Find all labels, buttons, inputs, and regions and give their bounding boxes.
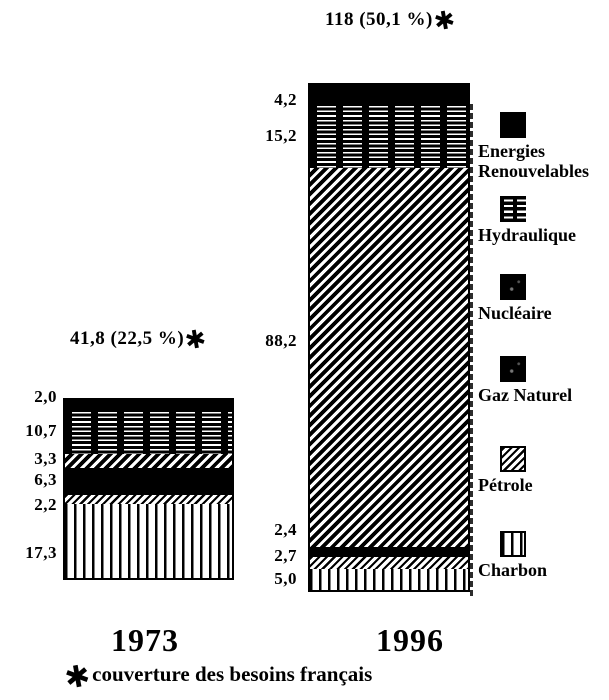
- legend-label-line: Nucléaire: [478, 303, 552, 323]
- total-annotation-1996: 118 (50,1 %)✱: [325, 4, 458, 37]
- legend-item-nucl-aire: Nucléaire: [478, 274, 606, 323]
- value-label-1973-5: 17,3: [25, 543, 57, 562]
- footnote-star-icon: ✱: [431, 4, 458, 37]
- legend-label-line: Hydraulique: [478, 225, 577, 245]
- total-annotation-1973: 41,8 (22,5 %)✱: [70, 323, 209, 355]
- value-label-1973-0: 2,0: [34, 387, 57, 406]
- legend-label-line: Gaz Naturel: [478, 385, 573, 405]
- legend-swatch-icon: [500, 274, 526, 300]
- category-label-1996: 1996: [376, 622, 444, 658]
- value-label-1996-1: 15,2: [265, 126, 297, 145]
- legend-label: Nucléaire: [478, 303, 606, 323]
- scan-dashed-line-artifact: [470, 104, 473, 596]
- footnote-text: couverture des besoins français: [92, 662, 373, 686]
- legend-label: Charbon: [478, 560, 606, 580]
- value-label-1996-0: 4,2: [274, 90, 297, 109]
- value-label-1973-3: 6,3: [34, 470, 57, 489]
- legend-label-line: Charbon: [478, 560, 548, 580]
- bar-segment-nucl-aire: [65, 454, 232, 469]
- legend-swatch-icon: [500, 112, 526, 138]
- bar-segment-energies-renouvelables: [310, 85, 468, 104]
- value-label-1996-2: 88,2: [265, 331, 297, 350]
- stacked-bar-1973: [63, 398, 234, 580]
- bar-segment-gaz-naturel: [65, 468, 232, 495]
- legend-item-gaz-naturel: Gaz Naturel: [478, 356, 606, 405]
- legend-label: Gaz Naturel: [478, 385, 606, 405]
- bar-segment-p-trole: [310, 556, 468, 569]
- bar-segment-energies-renouvelables: [65, 400, 232, 409]
- value-label-1996-3: 2,4: [274, 520, 297, 539]
- bar-segment-gaz-naturel: [310, 546, 468, 557]
- legend-label: Pétrole: [478, 475, 606, 495]
- legend-label: Hydraulique: [478, 225, 606, 245]
- category-label-1973: 1973: [111, 622, 179, 658]
- legend-item-p-trole: Pétrole: [478, 446, 606, 495]
- legend-item-charbon: Charbon: [478, 531, 606, 580]
- bar-segment-hydraulique: [65, 408, 232, 455]
- value-label-1973-2: 3,3: [34, 449, 57, 468]
- value-label-1996-4: 2,7: [274, 546, 297, 565]
- total-annotation-1973-text: 41,8 (22,5 %): [70, 328, 185, 349]
- value-label-1996-5: 5,0: [274, 569, 297, 588]
- value-label-1973-4: 2,2: [34, 495, 57, 514]
- legend-label-line: Renouvelables: [478, 161, 590, 181]
- stacked-bar-1996: [308, 83, 470, 592]
- legend-swatch-icon: [500, 531, 526, 557]
- bar-segment-charbon: [310, 568, 468, 590]
- footnote: ✱couverture des besoins français: [62, 658, 373, 697]
- legend-item-energies-renouvelables: Energies Renouvelables: [478, 112, 606, 181]
- value-label-1973-1: 10,7: [25, 421, 57, 440]
- footnote-star-icon: ✱: [62, 658, 93, 697]
- legend-swatch-icon: [500, 446, 526, 472]
- legend-item-hydraulique: Hydraulique: [478, 196, 606, 245]
- legend-label-line: Energies: [478, 141, 545, 161]
- bar-segment-charbon: [65, 504, 232, 578]
- legend-label-line: Pétrole: [478, 475, 533, 495]
- bar-segment-p-trole: [65, 494, 232, 505]
- total-annotation-1996-text: 118 (50,1 %): [325, 9, 433, 30]
- bar-segment-hydraulique: [310, 103, 468, 169]
- legend-label: Energies Renouvelables: [478, 141, 606, 181]
- legend-swatch-icon: [500, 196, 526, 222]
- legend-swatch-icon: [500, 356, 526, 382]
- bar-segment-nucl-aire: [310, 168, 468, 547]
